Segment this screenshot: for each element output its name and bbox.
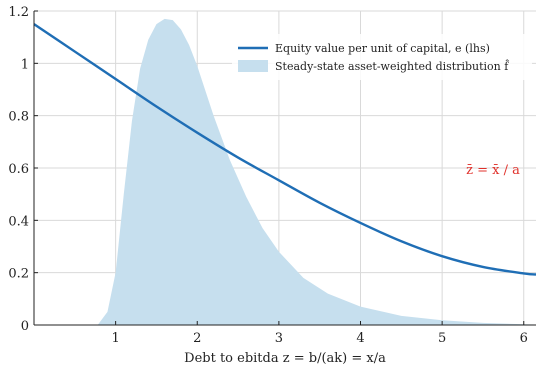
x-tick-label-3: 3 <box>275 331 283 346</box>
x-tick-label-2: 2 <box>193 331 201 346</box>
legend: Equity value per unit of capital, e (lhs… <box>232 34 532 80</box>
legend-swatch-area <box>238 60 268 72</box>
y-tick-label-0: 0 <box>21 319 29 334</box>
x-tick-label-5: 5 <box>438 331 446 346</box>
y-tick-label-6: 1.2 <box>8 5 29 20</box>
legend-entry-equity: Equity value per unit of capital, e (lhs… <box>275 42 490 55</box>
distribution-area <box>97 18 536 325</box>
x-tick-label-1: 1 <box>111 331 119 346</box>
y-tick-label-2: 0.4 <box>8 214 29 229</box>
y-tick-label-5: 1 <box>21 57 29 72</box>
equity-value-line <box>33 23 536 276</box>
legend-entry-distribution: Steady-state asset-weighted distribution… <box>275 60 509 73</box>
distribution-area-layer <box>97 18 536 325</box>
y-tick-label-1: 0.2 <box>8 267 29 282</box>
equity-line-layer <box>33 23 536 276</box>
legend-box <box>232 34 532 80</box>
x-tick-label-4: 4 <box>356 331 364 346</box>
x-tick-labels: 1 2 3 4 5 6 <box>111 331 527 346</box>
y-tick-label-4: 0.8 <box>8 110 29 125</box>
y-tick-label-3: 0.6 <box>8 162 29 177</box>
x-axis-label: Debt to ebitda z = b/(ak) = x/a <box>184 351 386 366</box>
y-tick-labels: 0 0.2 0.4 0.6 0.8 1 1.2 <box>8 5 29 334</box>
annotation-text: z̄ = x̄ / a <box>466 163 520 178</box>
axes <box>33 10 536 326</box>
annotation-zbar: z̄ = x̄ / a <box>466 163 520 178</box>
x-tick-label-6: 6 <box>520 331 528 346</box>
